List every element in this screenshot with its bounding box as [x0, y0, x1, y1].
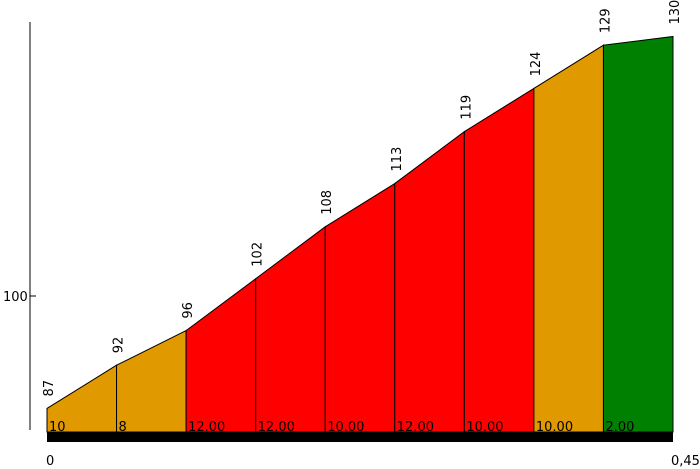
segment-grade-label-5: 10.00: [327, 420, 364, 435]
segment-5: [324, 182, 396, 433]
segment-grade-label-1: 10: [49, 420, 66, 435]
elevation-label-10: 130: [668, 0, 683, 25]
segment-grade-label-7: 10.00: [466, 420, 503, 435]
elevation-label-1: 87: [42, 380, 57, 397]
elevation-label-6: 113: [390, 147, 405, 172]
segments-layer: 10 8 12.00 12.00 10.00 12.00 10.00 10.00 2.00: [46, 35, 674, 435]
distance-baseline-bar: [47, 432, 673, 442]
y-tick-label-100: 100: [3, 290, 28, 305]
x-tick-label-start: 0: [46, 454, 54, 469]
elevation-label-9: 129: [598, 8, 613, 33]
segment-6: [394, 130, 465, 433]
elevation-label-3: 96: [181, 302, 196, 319]
segment-3: [185, 277, 257, 433]
segment-8: [533, 44, 604, 433]
elevation-label-8: 124: [529, 52, 544, 77]
segment-grade-label-2: 8: [119, 420, 127, 435]
elevation-label-7: 119: [459, 95, 474, 120]
segment-4: [255, 225, 326, 433]
elevation-labels-layer: 87 92 96 102 108 113 119 124 129 130: [42, 0, 683, 396]
segment-grade-label-9: 2.00: [605, 420, 634, 435]
segment-2: [116, 329, 187, 433]
segment-9: [602, 35, 674, 433]
segment-grade-label-6: 12.00: [397, 420, 434, 435]
segment-grade-label-8: 10.00: [536, 420, 573, 435]
elevation-label-2: 92: [112, 337, 127, 354]
x-tick-label-end: 0,45: [671, 454, 700, 469]
elevation-label-4: 102: [251, 242, 266, 267]
segment-grade-label-4: 12.00: [258, 420, 295, 435]
segment-grade-label-3: 12.00: [188, 420, 225, 435]
segment-7: [463, 87, 535, 433]
elevation-label-5: 108: [320, 190, 335, 215]
